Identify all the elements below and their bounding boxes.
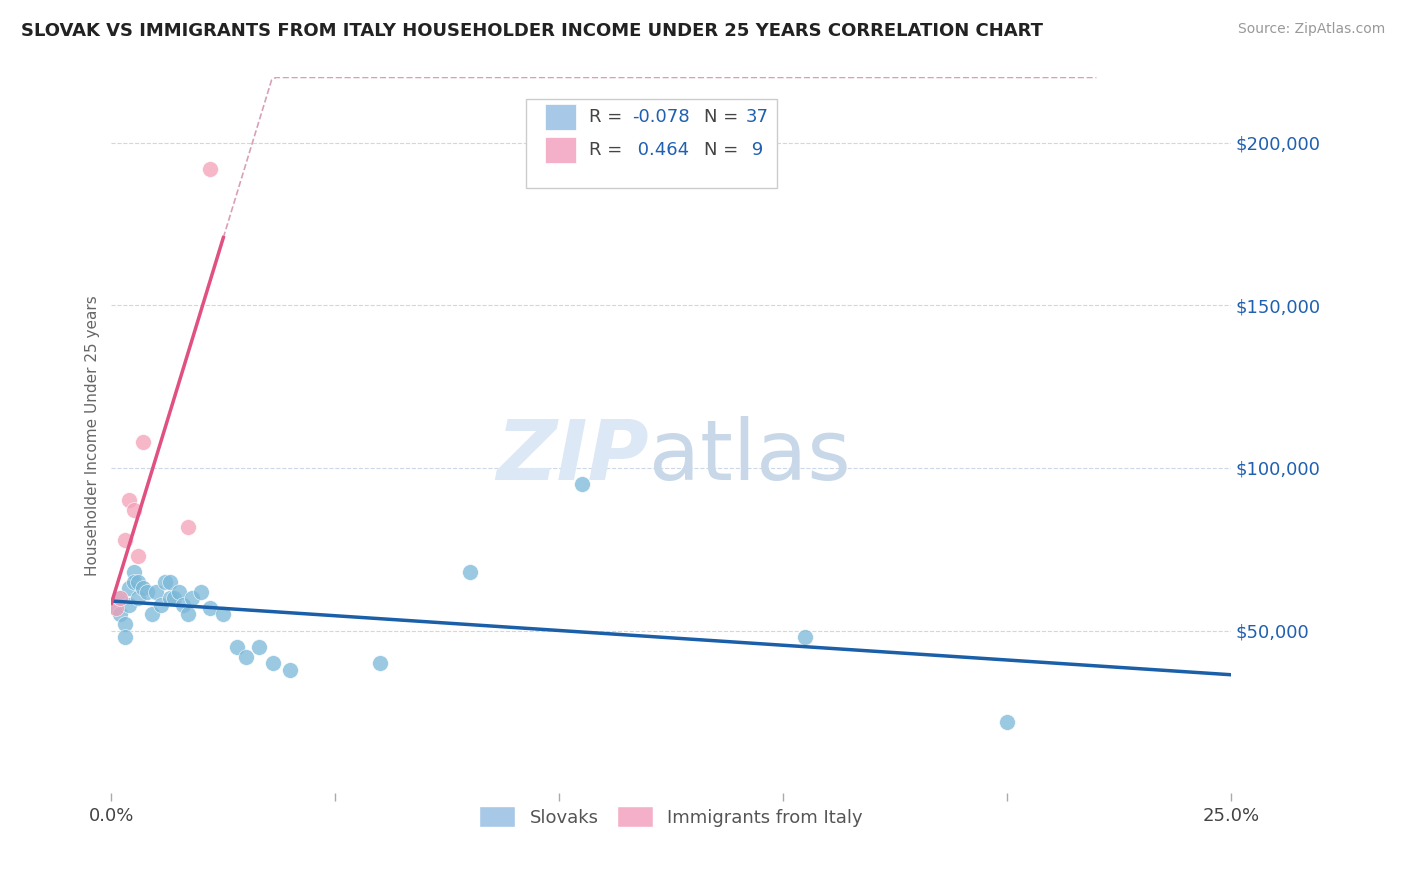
Point bbox=[159, 574, 181, 589]
Point bbox=[212, 607, 235, 622]
Point bbox=[127, 574, 149, 589]
Point bbox=[176, 519, 198, 533]
Point bbox=[118, 598, 141, 612]
Point bbox=[114, 617, 136, 632]
Text: 0.464: 0.464 bbox=[631, 141, 689, 160]
Point bbox=[118, 493, 141, 508]
Text: SLOVAK VS IMMIGRANTS FROM ITALY HOUSEHOLDER INCOME UNDER 25 YEARS CORRELATION CH: SLOVAK VS IMMIGRANTS FROM ITALY HOUSEHOL… bbox=[21, 22, 1043, 40]
Point bbox=[145, 584, 167, 599]
Point bbox=[181, 591, 204, 606]
Text: 9: 9 bbox=[747, 141, 763, 160]
Point bbox=[127, 549, 149, 563]
Text: R =: R = bbox=[589, 141, 628, 160]
Point bbox=[172, 598, 194, 612]
Point bbox=[247, 640, 270, 654]
Point bbox=[198, 600, 221, 615]
Point bbox=[794, 630, 817, 644]
Text: N =: N = bbox=[703, 108, 744, 126]
Point bbox=[114, 533, 136, 547]
Point bbox=[153, 574, 176, 589]
Point bbox=[368, 656, 391, 670]
Text: N =: N = bbox=[703, 141, 744, 160]
Point bbox=[190, 584, 212, 599]
Point bbox=[995, 714, 1018, 729]
Text: Source: ZipAtlas.com: Source: ZipAtlas.com bbox=[1237, 22, 1385, 37]
Point bbox=[110, 591, 132, 606]
Point bbox=[167, 584, 190, 599]
Point bbox=[262, 656, 284, 670]
Point bbox=[198, 161, 221, 176]
FancyBboxPatch shape bbox=[544, 103, 576, 129]
FancyBboxPatch shape bbox=[544, 137, 576, 163]
Text: ZIP: ZIP bbox=[496, 417, 648, 498]
Point bbox=[225, 640, 247, 654]
Point bbox=[163, 591, 186, 606]
Text: -0.078: -0.078 bbox=[631, 108, 689, 126]
Point bbox=[122, 503, 145, 517]
Y-axis label: Householder Income Under 25 years: Householder Income Under 25 years bbox=[86, 295, 100, 575]
Point bbox=[149, 598, 172, 612]
Point bbox=[104, 600, 127, 615]
Point bbox=[571, 477, 593, 491]
Legend: Slovaks, Immigrants from Italy: Slovaks, Immigrants from Italy bbox=[472, 799, 870, 834]
FancyBboxPatch shape bbox=[526, 99, 778, 188]
Point bbox=[141, 607, 163, 622]
Point bbox=[110, 607, 132, 622]
Point bbox=[132, 434, 155, 449]
Point bbox=[110, 591, 132, 606]
Point bbox=[136, 584, 159, 599]
Point bbox=[114, 630, 136, 644]
Point bbox=[122, 565, 145, 579]
Point bbox=[132, 582, 155, 596]
Point bbox=[176, 607, 198, 622]
Point bbox=[127, 591, 149, 606]
Text: atlas: atlas bbox=[648, 417, 851, 498]
Text: R =: R = bbox=[589, 108, 628, 126]
Point bbox=[159, 591, 181, 606]
Text: 37: 37 bbox=[747, 108, 769, 126]
Point bbox=[122, 574, 145, 589]
Point bbox=[118, 582, 141, 596]
Point bbox=[235, 649, 257, 664]
Point bbox=[280, 663, 302, 677]
Point bbox=[104, 600, 127, 615]
Point bbox=[458, 565, 481, 579]
